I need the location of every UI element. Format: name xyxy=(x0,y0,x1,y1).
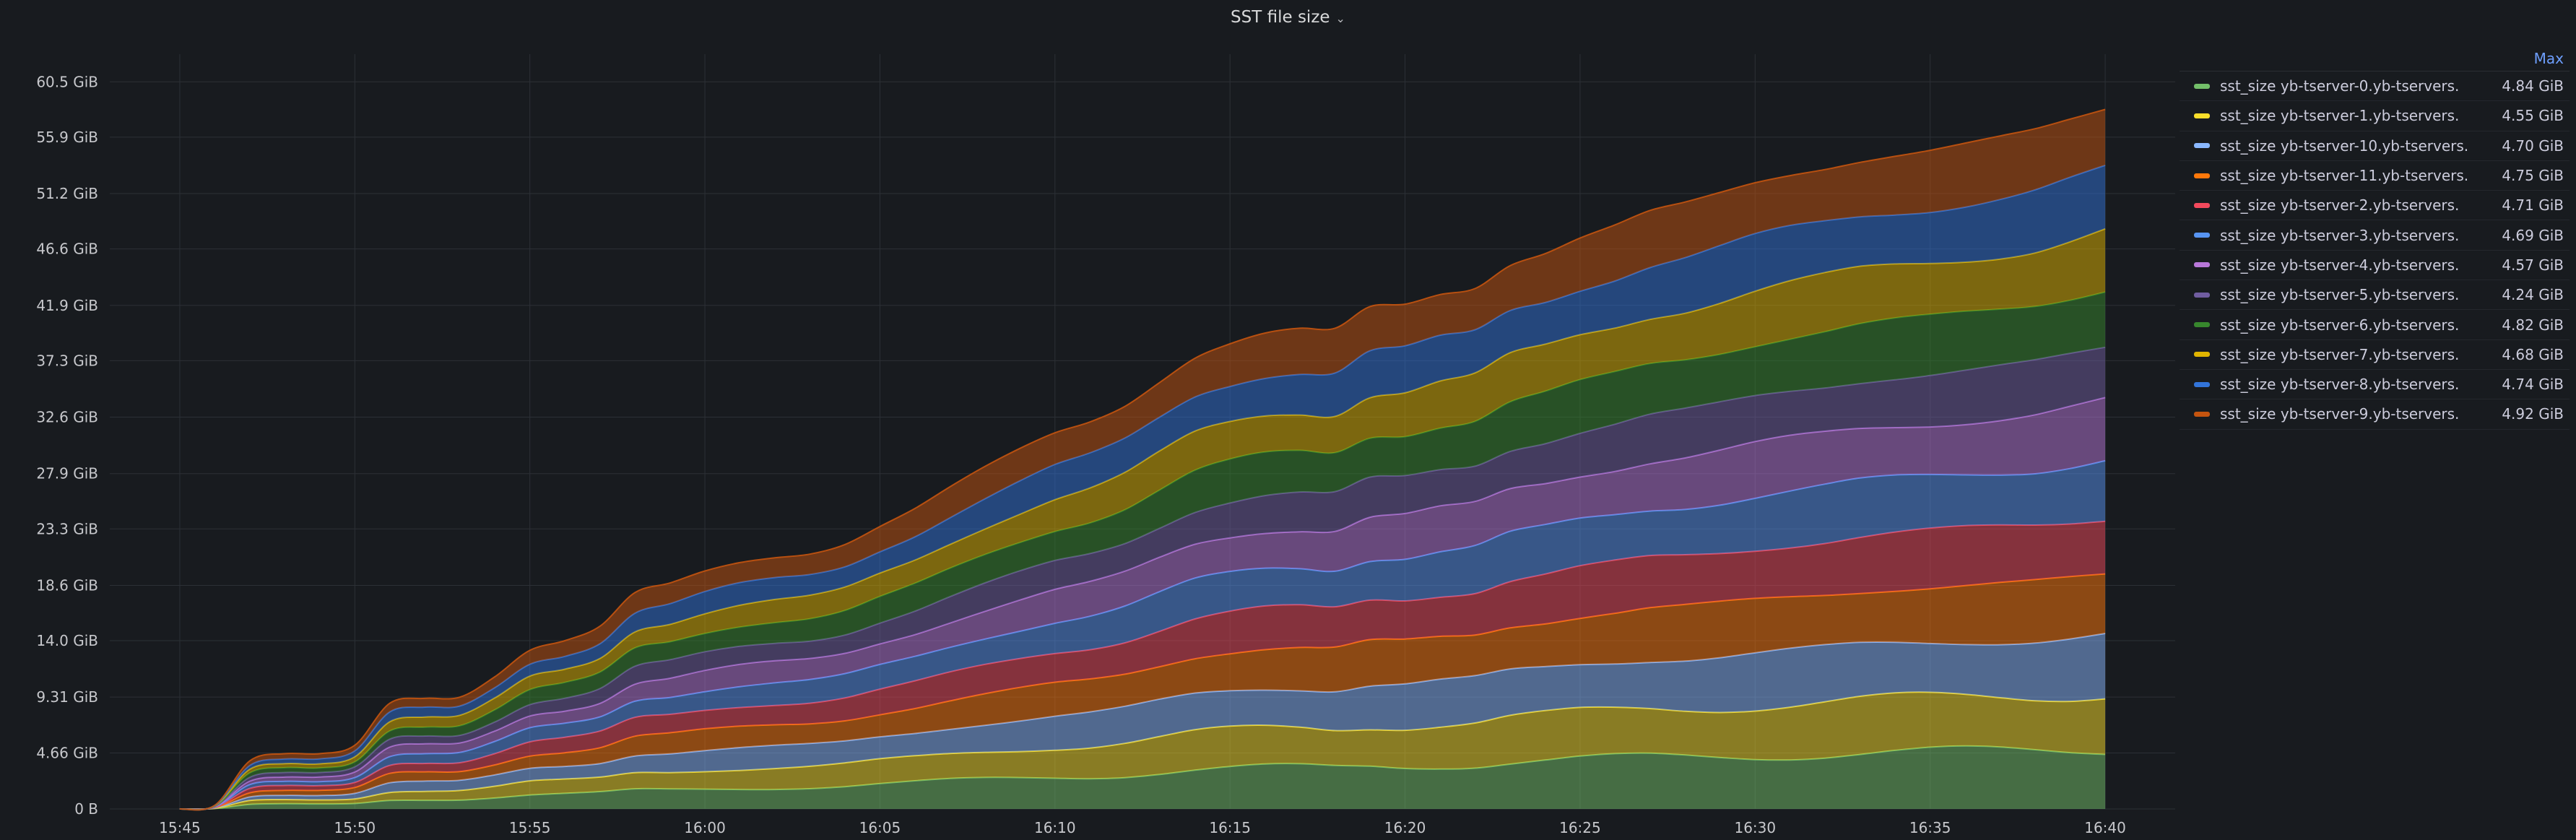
series-area xyxy=(179,228,2106,810)
y-tick-label: 32.6 GiB xyxy=(36,409,98,426)
y-tick-label: 46.6 GiB xyxy=(36,241,98,258)
chart-axes: 0 B 4.66 GiB 9.31 GiB 14.0 GiB 18.6 GiB 23.3 … xyxy=(36,73,2126,836)
legend-swatch-icon xyxy=(2194,233,2210,238)
y-tick-label: 23.3 GiB xyxy=(36,520,98,537)
legend-max-value: 4.69 GiB xyxy=(2502,226,2564,244)
legend-item[interactable]: sst_size yb-tserver-7.yb-tservers. 4.68 G… xyxy=(2180,340,2570,370)
legend-swatch-icon xyxy=(2194,113,2210,118)
legend-max-value: 4.70 GiB xyxy=(2502,137,2564,155)
panel-title[interactable]: SST file size ⌄ xyxy=(0,4,2576,30)
legend-max-value: 4.75 GiB xyxy=(2502,167,2564,185)
series-area xyxy=(179,745,2106,810)
y-tick-label: 9.31 GiB xyxy=(36,688,98,706)
legend-series-name: sst_size yb-tserver-8.yb-tservers. xyxy=(2220,376,2460,394)
legend-sort-max[interactable]: Max xyxy=(2533,50,2564,67)
x-tick-label: 15:45 xyxy=(159,819,201,836)
y-tick-label: 55.9 GiB xyxy=(36,129,98,146)
legend-max-value: 4.57 GiB xyxy=(2502,256,2564,274)
x-tick-label: 16:20 xyxy=(1384,819,1426,836)
legend-swatch-icon xyxy=(2194,202,2210,208)
legend-max-value: 4.92 GiB xyxy=(2502,405,2564,423)
legend-series-name: sst_size yb-tserver-7.yb-tservers. xyxy=(2220,345,2460,363)
legend-max-value: 4.71 GiB xyxy=(2502,196,2564,215)
legend-max-value: 4.74 GiB xyxy=(2502,376,2564,394)
legend-swatch-icon xyxy=(2194,352,2210,358)
legend-item[interactable]: sst_size yb-tserver-2.yb-tservers. 4.71 G… xyxy=(2180,191,2570,221)
legend-swatch-icon xyxy=(2194,292,2210,298)
series-area xyxy=(179,521,2106,810)
legend-max-value: 4.84 GiB xyxy=(2502,77,2564,95)
legend-max-value: 4.68 GiB xyxy=(2502,345,2564,363)
y-tick-label: 0 B xyxy=(74,800,98,818)
x-tick-label: 16:25 xyxy=(1559,819,1601,836)
legend-swatch-icon xyxy=(2194,83,2210,89)
x-tick-label: 16:40 xyxy=(2084,819,2126,836)
legend-header: Max xyxy=(2180,46,2570,72)
y-tick-label: 41.9 GiB xyxy=(36,297,98,314)
y-tick-label: 37.3 GiB xyxy=(36,352,98,369)
legend-max-value: 4.24 GiB xyxy=(2502,286,2564,304)
y-tick-label: 27.9 GiB xyxy=(36,465,98,482)
series-area xyxy=(179,692,2106,810)
legend-swatch-icon xyxy=(2194,173,2210,178)
legend-series-name: sst_size yb-tserver-1.yb-tservers. xyxy=(2220,107,2460,125)
series-area xyxy=(179,460,2106,810)
legend-series-name: sst_size yb-tserver-2.yb-tservers. xyxy=(2220,196,2460,215)
legend-series-name: sst_size yb-tserver-11.yb-tservers. xyxy=(2220,167,2469,185)
legend-swatch-icon xyxy=(2194,411,2210,417)
legend-series-name: sst_size yb-tserver-10.yb-tservers. xyxy=(2220,137,2469,155)
legend-swatch-icon xyxy=(2194,262,2210,268)
legend-max-value: 4.55 GiB xyxy=(2502,107,2564,125)
y-tick-label: 4.66 GiB xyxy=(36,744,98,761)
series-area xyxy=(179,397,2106,810)
legend-item[interactable]: sst_size yb-tserver-3.yb-tservers. 4.69 G… xyxy=(2180,220,2570,251)
legend-swatch-icon xyxy=(2194,143,2210,149)
y-tick-label: 18.6 GiB xyxy=(36,576,98,594)
legend-item[interactable]: sst_size yb-tserver-4.yb-tservers. 4.57 G… xyxy=(2180,251,2570,281)
legend-item[interactable]: sst_size yb-tserver-5.yb-tservers. 4.24 G… xyxy=(2180,280,2570,311)
series-area xyxy=(179,573,2106,810)
legend-series-name: sst_size yb-tserver-0.yb-tservers. xyxy=(2220,77,2460,95)
legend-item[interactable]: sst_size yb-tserver-6.yb-tservers. 4.82 G… xyxy=(2180,310,2570,340)
legend-series-name: sst_size yb-tserver-6.yb-tservers. xyxy=(2220,316,2460,334)
chevron-down-icon[interactable]: ⌄ xyxy=(1335,11,1345,25)
series-area xyxy=(179,633,2106,810)
legend-series-name: sst_size yb-tserver-4.yb-tservers. xyxy=(2220,256,2460,274)
legend-swatch-icon xyxy=(2194,381,2210,387)
x-tick-label: 16:30 xyxy=(1734,819,1776,836)
x-tick-label: 16:05 xyxy=(859,819,901,836)
chart-areas xyxy=(179,108,2106,811)
legend-item[interactable]: sst_size yb-tserver-0.yb-tservers. 4.84 G… xyxy=(2180,72,2570,102)
y-tick-label: 51.2 GiB xyxy=(36,185,98,202)
series-area xyxy=(179,292,2106,810)
chart-legend: Max sst_size yb-tserver-0.yb-tservers. 4.… xyxy=(2180,46,2570,430)
panel-title-text: SST file size xyxy=(1231,8,1330,27)
legend-max-value: 4.82 GiB xyxy=(2502,316,2564,334)
legend-rows: sst_size yb-tserver-0.yb-tservers. 4.84 G… xyxy=(2180,72,2570,430)
series-area xyxy=(179,109,2106,810)
legend-item[interactable]: sst_size yb-tserver-10.yb-tservers. 4.70 … xyxy=(2180,131,2570,161)
x-tick-label: 15:50 xyxy=(334,819,376,836)
series-line xyxy=(179,108,2106,811)
y-tick-label: 14.0 GiB xyxy=(36,632,98,649)
x-tick-label: 15:55 xyxy=(509,819,551,836)
legend-series-name: sst_size yb-tserver-3.yb-tservers. xyxy=(2220,226,2460,244)
legend-item[interactable]: sst_size yb-tserver-9.yb-tservers. 4.92 G… xyxy=(2180,399,2570,430)
x-tick-label: 16:35 xyxy=(1909,819,1951,836)
y-tick-label: 60.5 GiB xyxy=(36,73,98,90)
legend-item[interactable]: sst_size yb-tserver-8.yb-tservers. 4.74 G… xyxy=(2180,370,2570,400)
x-tick-label: 16:15 xyxy=(1209,819,1251,836)
legend-item[interactable]: sst_size yb-tserver-11.yb-tservers. 4.75 … xyxy=(2180,161,2570,191)
x-tick-label: 16:10 xyxy=(1034,819,1076,836)
legend-swatch-icon xyxy=(2194,322,2210,328)
series-area xyxy=(179,347,2106,810)
legend-series-name: sst_size yb-tserver-9.yb-tservers. xyxy=(2220,405,2460,423)
series-area xyxy=(179,165,2106,810)
x-tick-label: 16:00 xyxy=(684,819,726,836)
legend-item[interactable]: sst_size yb-tserver-1.yb-tservers. 4.55 G… xyxy=(2180,101,2570,131)
legend-series-name: sst_size yb-tserver-5.yb-tservers. xyxy=(2220,286,2460,304)
